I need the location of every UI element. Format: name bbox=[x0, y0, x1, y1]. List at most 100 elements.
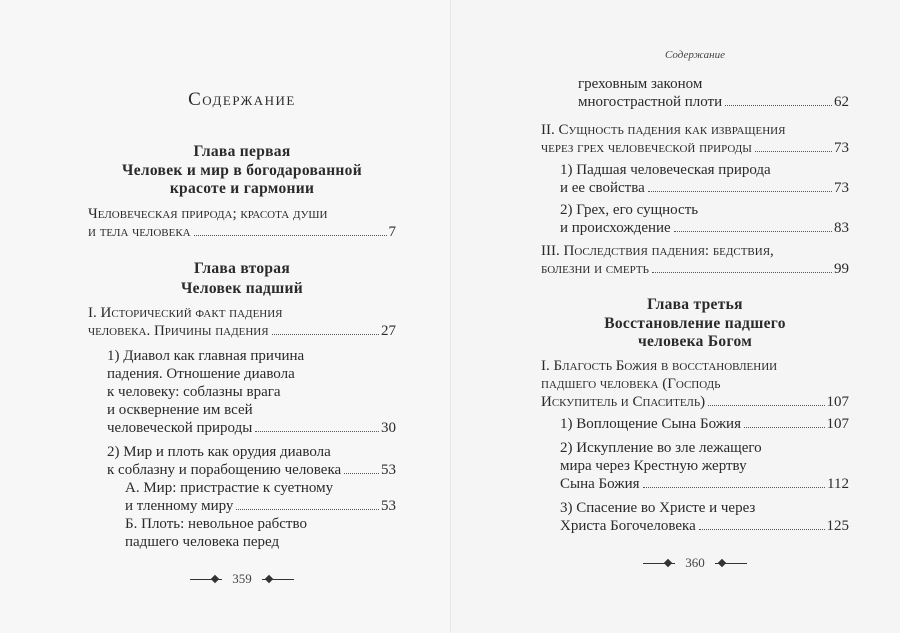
entry-line: Человеческая природа; красота души bbox=[88, 205, 396, 223]
entry-page-number: 125 bbox=[826, 518, 850, 534]
entry-text: Сына Божия bbox=[560, 476, 640, 492]
entry-line: человеческой природы 30 bbox=[107, 419, 396, 437]
left-page: Содержание Глава первая Человек и мир в б… bbox=[0, 0, 450, 633]
entry-line: 1) Воплощение Сына Божия 107 bbox=[560, 415, 849, 433]
entry-text: и тленному миру bbox=[125, 498, 234, 514]
entry-line: и тела человека 7 bbox=[88, 223, 396, 241]
entry-text: падшего человека перед bbox=[125, 534, 280, 550]
entry-text: к соблазну и порабощению человека bbox=[107, 462, 342, 478]
chapter-heading-line: человека Богом bbox=[637, 333, 753, 350]
toc-entry[interactable]: греховным законом многострастной плоти 62 bbox=[541, 75, 849, 111]
ornament-icon bbox=[190, 575, 223, 583]
entry-line: 1) Падшая человеческая природа bbox=[560, 161, 849, 179]
entry-page-number: 107 bbox=[826, 394, 850, 410]
entry-line: и происхождение 83 bbox=[560, 219, 849, 237]
entry-page-number: 30 bbox=[381, 420, 396, 436]
entry-text: и тела человека bbox=[88, 224, 191, 240]
entry-text: многострастной плоти bbox=[578, 94, 723, 110]
entry-page-number: 62 bbox=[834, 94, 849, 110]
toc-entry[interactable]: II. Сущность падения как извращения через… bbox=[541, 121, 849, 157]
toc-entry[interactable]: 1) Падшая человеческая природа и ее свойс… bbox=[541, 161, 849, 197]
toc-entry[interactable]: 3) Спасение во Христе и через Христа Бого… bbox=[541, 499, 849, 535]
entry-text: к человеку: соблазны врага bbox=[107, 384, 281, 400]
toc-entry[interactable]: 2) Искупление во зле лежащего мира через … bbox=[541, 439, 849, 493]
entry-text: I. Исторический факт падения bbox=[88, 305, 283, 321]
left-column: Содержание Глава первая Человек и мир в б… bbox=[88, 0, 396, 633]
page-number: 359 bbox=[88, 571, 396, 587]
toc-entry[interactable]: Человеческая природа; красота души и тела… bbox=[88, 205, 396, 241]
dot-leader bbox=[642, 487, 826, 488]
entry-text: и ее свойства bbox=[560, 180, 645, 196]
toc-entry[interactable]: I. Исторический факт падения человека. Пр… bbox=[88, 304, 396, 340]
toc-entry[interactable]: 2) Мир и плоть как орудия диавола к собла… bbox=[88, 443, 396, 479]
entry-line: к соблазну и порабощению человека 53 bbox=[107, 461, 396, 479]
toc-entry[interactable]: 1) Воплощение Сына Божия 107 bbox=[541, 415, 849, 433]
running-head: Содержание bbox=[664, 49, 725, 61]
toc-entry[interactable]: 1) Диавол как главная причина падения. От… bbox=[88, 347, 396, 437]
chapter-heading-line: Человек и мир в богодарованной bbox=[122, 161, 362, 179]
toc-entry[interactable]: III. Последствия падения: бедствия, болез… bbox=[541, 242, 849, 278]
folio-number: 360 bbox=[685, 555, 705, 570]
entry-line: 2) Мир и плоть как орудия диавола bbox=[107, 443, 396, 461]
toc-entry[interactable]: 2) Грех, его сущность и происхождение 83 bbox=[541, 201, 849, 237]
entry-line: Б. Плоть: невольное рабство bbox=[125, 515, 396, 533]
entry-text: греховным законом bbox=[578, 76, 703, 92]
chapter-heading-line: красоте и гармонии bbox=[169, 180, 315, 197]
entry-page-number: 53 bbox=[381, 462, 396, 478]
entry-line: мира через Крестную жертву bbox=[560, 457, 849, 475]
dot-leader bbox=[754, 151, 832, 152]
entry-text: падения. Отношение диавола bbox=[107, 366, 295, 382]
dot-leader bbox=[236, 509, 379, 510]
toc-entry[interactable]: I. Благость Божия в восстановлении падшег… bbox=[541, 357, 849, 411]
entry-line: через грех человеческой природы 73 bbox=[541, 139, 849, 157]
chapter-heading-line: Глава первая bbox=[193, 143, 291, 160]
page-number: 360 bbox=[541, 555, 849, 571]
entry-line: падшего человека (Господь bbox=[541, 375, 849, 393]
entry-text: 2) Искупление во зле лежащего bbox=[560, 440, 762, 456]
entry-text: 2) Грех, его сущность bbox=[560, 202, 699, 218]
entry-text: человеческой природы bbox=[107, 420, 253, 436]
entry-page-number: 99 bbox=[834, 261, 849, 277]
entry-line: Христа Богочеловека 125 bbox=[560, 517, 849, 535]
dot-leader bbox=[255, 431, 379, 432]
entry-line: и тленному миру 53 bbox=[125, 497, 396, 515]
entry-text: и происхождение bbox=[560, 220, 671, 236]
entry-line: 3) Спасение во Христе и через bbox=[560, 499, 849, 517]
entry-page-number: 83 bbox=[834, 220, 849, 236]
entry-text: 1) Диавол как главная причина bbox=[107, 348, 305, 364]
entry-page-number: 27 bbox=[381, 323, 396, 339]
chapter-heading-line: Человек падший bbox=[180, 279, 304, 297]
entry-page-number: 107 bbox=[826, 416, 850, 432]
chapter-heading-line: Восстановление падшего bbox=[604, 314, 786, 332]
toc-entry[interactable]: А. Мир: пристрастие к суетному и тленному… bbox=[88, 479, 396, 515]
entry-line: многострастной плоти 62 bbox=[578, 93, 849, 111]
entry-line: 1) Диавол как главная причина bbox=[107, 347, 396, 365]
entry-line: I. Благость Божия в восстановлении bbox=[541, 357, 849, 375]
folio-number: 359 bbox=[232, 571, 252, 586]
dot-leader bbox=[647, 191, 832, 192]
dot-leader bbox=[708, 405, 825, 406]
entry-line: А. Мир: пристрастие к суетному bbox=[125, 479, 396, 497]
chapter-heading-line: Глава вторая bbox=[193, 260, 291, 277]
entry-line: к человеку: соблазны врага bbox=[107, 383, 396, 401]
entry-line: падения. Отношение диавола bbox=[107, 365, 396, 383]
ornament-icon bbox=[261, 575, 294, 583]
dot-leader bbox=[271, 334, 379, 335]
chapter-heading: Глава вторая Человек падший bbox=[88, 259, 396, 298]
entry-text: Христа Богочеловека bbox=[560, 518, 696, 534]
entry-line: I. Исторический факт падения bbox=[88, 304, 396, 322]
entry-page-number: 53 bbox=[381, 498, 396, 514]
chapter-heading: Глава первая Человек и мир в богодарованн… bbox=[88, 143, 396, 199]
dot-leader bbox=[698, 529, 825, 530]
ornament-icon bbox=[714, 559, 747, 567]
entry-text: болезни и смерть bbox=[541, 261, 649, 277]
entry-text: человека. Причины падения bbox=[88, 323, 269, 339]
entry-line: и осквернение им всей bbox=[107, 401, 396, 419]
entry-text: II. Сущность падения как извращения bbox=[541, 122, 786, 138]
entry-text: падшего человека (Господь bbox=[541, 376, 721, 392]
entry-line: 2) Искупление во зле лежащего bbox=[560, 439, 849, 457]
entry-text: 1) Воплощение Сына Божия bbox=[560, 416, 741, 432]
toc-entry[interactable]: Б. Плоть: невольное рабство падшего челов… bbox=[88, 515, 396, 551]
entry-text: 3) Спасение во Христе и через bbox=[560, 500, 756, 516]
page-title: Содержание bbox=[188, 89, 296, 110]
